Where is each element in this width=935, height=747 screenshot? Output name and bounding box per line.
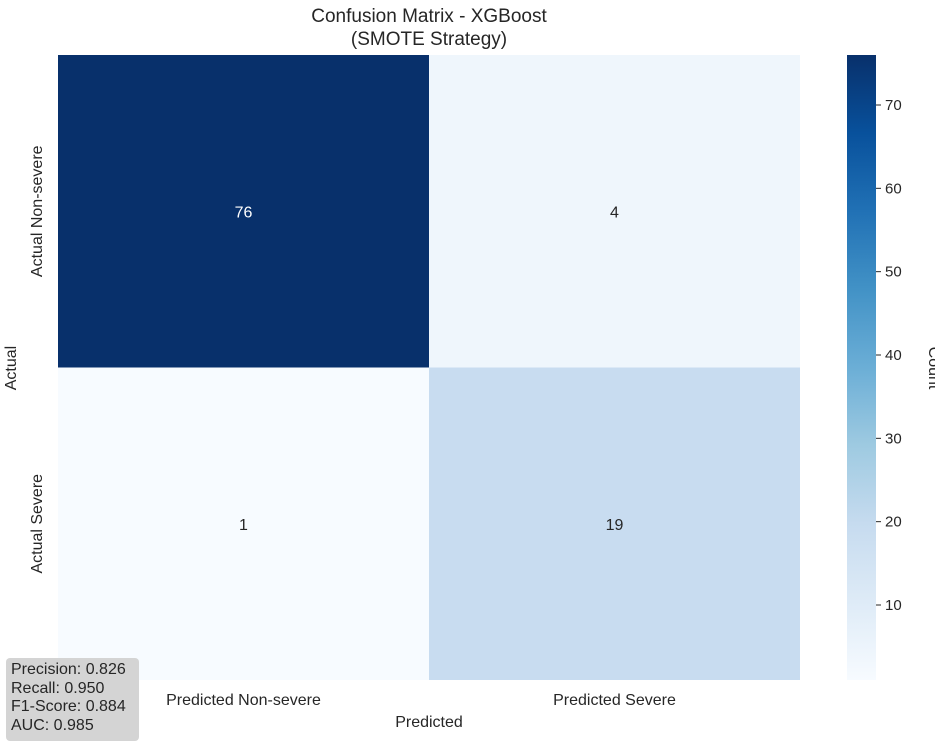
heatmap-cell-labels: 76 4 1 19 [235,204,624,534]
heatmap-cell [429,55,800,368]
colorbar-tick-label: 30 [885,430,902,447]
metrics-box: Precision: 0.826 Recall: 0.950 F1-Score:… [6,658,139,741]
cell-value-label: 19 [606,517,624,534]
auc-text: AUC: 0.985 [11,716,94,734]
y-tick-label: Actual Non-severe [29,145,46,277]
colorbar [847,55,876,680]
f1-score-text: F1-Score: 0.884 [11,698,126,715]
heatmap-cells [58,55,800,680]
heatmap-cell [58,55,429,368]
y-tick-labels: Actual Non-severe Actual Severe [29,145,46,573]
recall-text: Recall: 0.950 [11,679,105,697]
y-tick-label: Actual Severe [29,474,46,574]
x-tick-labels: Predicted Non-severe Predicted Severe [166,692,676,709]
cell-value-label: 76 [235,204,253,221]
colorbar-tick-label: 70 [885,97,902,114]
colorbar-tick-label: 50 [885,264,902,281]
heatmap-cell [429,367,800,680]
x-tick-label: Predicted Non-severe [166,692,321,709]
x-axis-label: Predicted [395,714,463,731]
precision-text: Precision: 0.826 [11,661,126,678]
chart-subtitle: (SMOTE Strategy) [351,29,507,50]
cell-value-label: 1 [239,517,248,534]
colorbar-tick-label: 20 [885,514,902,531]
colorbar-ticks: 10 20 30 40 50 60 70 [876,97,902,614]
x-tick-label: Predicted Severe [553,692,676,709]
cell-value-label: 4 [610,204,619,221]
colorbar-tick-label: 40 [885,347,902,364]
y-axis-label: Actual [3,346,20,390]
colorbar-tick-label: 10 [885,597,902,614]
heatmap-cell [58,367,429,680]
colorbar-label: Count [925,347,935,390]
chart-title: Confusion Matrix - XGBoost [311,6,547,27]
colorbar-tick-label: 60 [885,180,902,197]
